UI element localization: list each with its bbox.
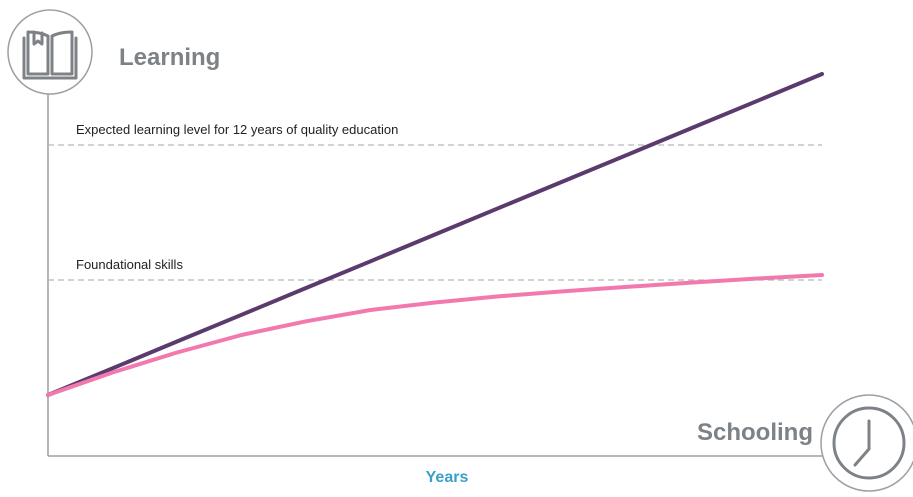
series-line-1 [46,72,824,397]
open-book-icon [22,30,78,80]
series-lines [46,72,824,397]
clock-icon [832,406,906,480]
schooling-axis-badge [820,394,913,492]
reference-line-label: Expected learning level for 12 years of … [76,122,398,137]
x-axis-unit-label: Years [426,469,469,486]
reference-line-label: Foundational skills [76,257,183,272]
reference-lines: Expected learning level for 12 years of … [48,122,822,281]
y-axis-label: Learning [119,44,220,71]
learning-axis-badge [7,9,93,95]
x-axis-label: Schooling [697,419,813,446]
series-line-2 [46,273,824,397]
